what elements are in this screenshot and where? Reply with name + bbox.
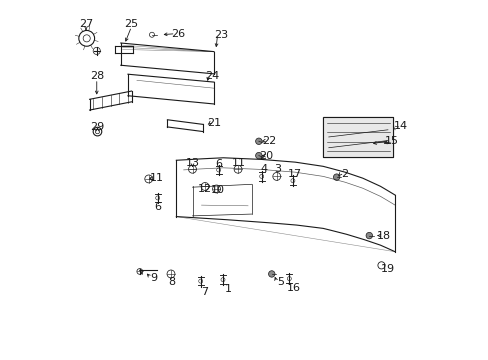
- Circle shape: [268, 271, 274, 277]
- Text: 13: 13: [185, 158, 199, 168]
- Text: 17: 17: [287, 168, 301, 179]
- Text: 5: 5: [276, 277, 283, 287]
- Text: 18: 18: [377, 231, 390, 240]
- Text: 1: 1: [224, 284, 231, 294]
- Text: 12: 12: [198, 184, 212, 194]
- Bar: [323, 117, 392, 157]
- Text: 22: 22: [261, 136, 275, 145]
- Text: 20: 20: [259, 150, 272, 161]
- Text: 23: 23: [214, 30, 228, 40]
- Text: 29: 29: [90, 122, 104, 132]
- Text: 14: 14: [393, 121, 407, 131]
- Circle shape: [366, 232, 372, 239]
- Text: 11: 11: [232, 158, 245, 168]
- Text: 16: 16: [286, 283, 301, 293]
- Text: 27: 27: [79, 19, 93, 29]
- Text: 11: 11: [149, 173, 163, 183]
- Circle shape: [255, 138, 262, 144]
- Text: 6: 6: [215, 159, 222, 169]
- Bar: [323, 117, 392, 157]
- Text: 4: 4: [260, 164, 266, 174]
- Circle shape: [333, 174, 339, 180]
- Text: 8: 8: [168, 277, 175, 287]
- Text: 7: 7: [201, 287, 207, 297]
- Text: 2: 2: [340, 168, 347, 179]
- Text: 25: 25: [124, 19, 138, 29]
- Circle shape: [255, 152, 262, 159]
- Text: 9: 9: [150, 273, 157, 283]
- Text: 6: 6: [154, 202, 161, 212]
- Text: 15: 15: [384, 136, 398, 146]
- Text: 24: 24: [204, 71, 219, 81]
- Text: 3: 3: [274, 164, 281, 174]
- Text: 21: 21: [206, 118, 221, 128]
- Bar: [323, 117, 392, 157]
- Text: 28: 28: [89, 71, 103, 81]
- Text: 19: 19: [380, 264, 394, 274]
- Text: 10: 10: [210, 185, 224, 195]
- Text: 26: 26: [171, 29, 185, 39]
